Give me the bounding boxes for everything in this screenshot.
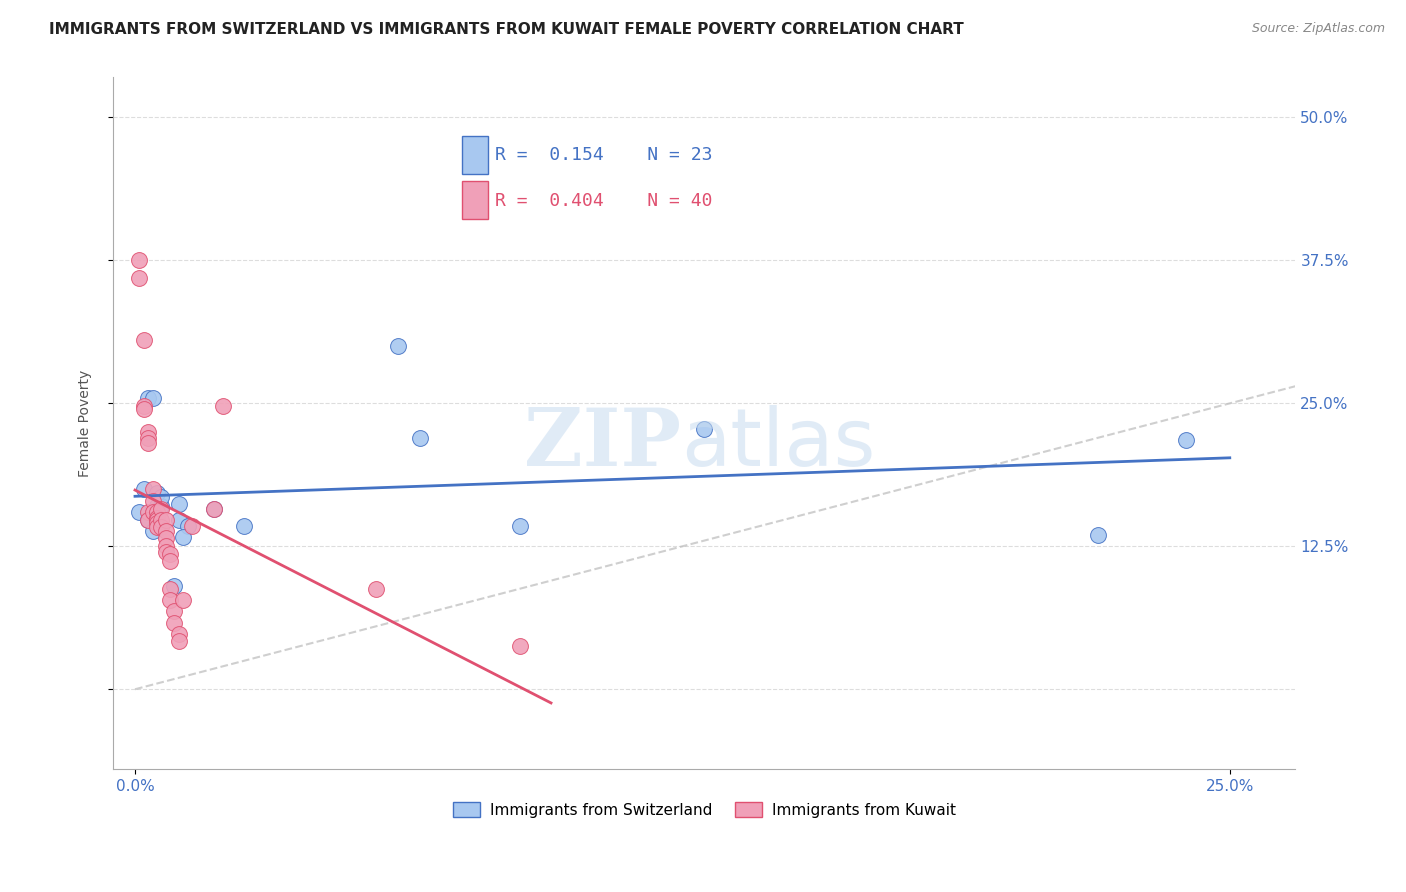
Point xyxy=(136,513,159,527)
Point xyxy=(146,510,169,524)
FancyBboxPatch shape xyxy=(463,181,488,219)
Point xyxy=(167,627,190,641)
Point xyxy=(141,505,163,519)
Point xyxy=(364,582,387,596)
Point xyxy=(132,402,155,417)
Point xyxy=(141,391,163,405)
Point xyxy=(159,547,181,561)
Point xyxy=(693,421,716,435)
Point xyxy=(233,518,256,533)
Point xyxy=(181,518,204,533)
Point xyxy=(159,582,181,596)
Point xyxy=(150,520,173,534)
Point xyxy=(146,485,169,500)
Text: Source: ZipAtlas.com: Source: ZipAtlas.com xyxy=(1251,22,1385,36)
Point xyxy=(136,505,159,519)
Y-axis label: Female Poverty: Female Poverty xyxy=(79,370,93,477)
Point xyxy=(150,500,173,514)
Point xyxy=(155,539,177,553)
Point xyxy=(167,497,190,511)
Point xyxy=(146,500,169,514)
Point xyxy=(176,518,198,533)
Point xyxy=(150,490,173,504)
Point xyxy=(128,270,150,285)
Point xyxy=(155,513,177,527)
Point xyxy=(155,545,177,559)
Point xyxy=(150,501,173,516)
Point xyxy=(136,431,159,445)
Point xyxy=(163,579,186,593)
Point xyxy=(211,399,233,413)
Point xyxy=(136,425,159,439)
Point xyxy=(1175,433,1198,447)
Point xyxy=(146,520,169,534)
Point xyxy=(167,513,190,527)
Point xyxy=(509,639,531,653)
Point xyxy=(141,524,163,539)
Point xyxy=(172,593,194,607)
Point xyxy=(163,605,186,619)
Point xyxy=(136,391,159,405)
Point xyxy=(408,431,430,445)
Point xyxy=(136,513,159,527)
Point xyxy=(146,516,169,531)
Point xyxy=(202,501,225,516)
FancyBboxPatch shape xyxy=(463,136,488,174)
Point xyxy=(159,593,181,607)
Point xyxy=(132,334,155,348)
Text: ZIP: ZIP xyxy=(523,405,681,483)
Point xyxy=(1087,528,1109,542)
Text: R =  0.154    N = 23: R = 0.154 N = 23 xyxy=(495,146,713,164)
Point xyxy=(155,531,177,545)
Text: atlas: atlas xyxy=(681,405,875,483)
Point xyxy=(128,253,150,268)
Point xyxy=(202,501,225,516)
Point xyxy=(387,339,409,353)
Point xyxy=(155,524,177,539)
Point xyxy=(172,530,194,544)
Point xyxy=(159,554,181,568)
Text: IMMIGRANTS FROM SWITZERLAND VS IMMIGRANTS FROM KUWAIT FEMALE POVERTY CORRELATION: IMMIGRANTS FROM SWITZERLAND VS IMMIGRANT… xyxy=(49,22,965,37)
Point xyxy=(163,615,186,630)
Point xyxy=(509,518,531,533)
Point xyxy=(128,505,150,519)
Point xyxy=(167,634,190,648)
Point xyxy=(132,399,155,413)
Point xyxy=(146,513,169,527)
Legend: Immigrants from Switzerland, Immigrants from Kuwait: Immigrants from Switzerland, Immigrants … xyxy=(447,796,962,824)
Point xyxy=(132,482,155,496)
Point xyxy=(150,513,173,527)
Point xyxy=(136,436,159,450)
Text: R =  0.404    N = 40: R = 0.404 N = 40 xyxy=(495,192,713,210)
Point xyxy=(141,493,163,508)
Point xyxy=(141,482,163,496)
Point xyxy=(146,505,169,519)
